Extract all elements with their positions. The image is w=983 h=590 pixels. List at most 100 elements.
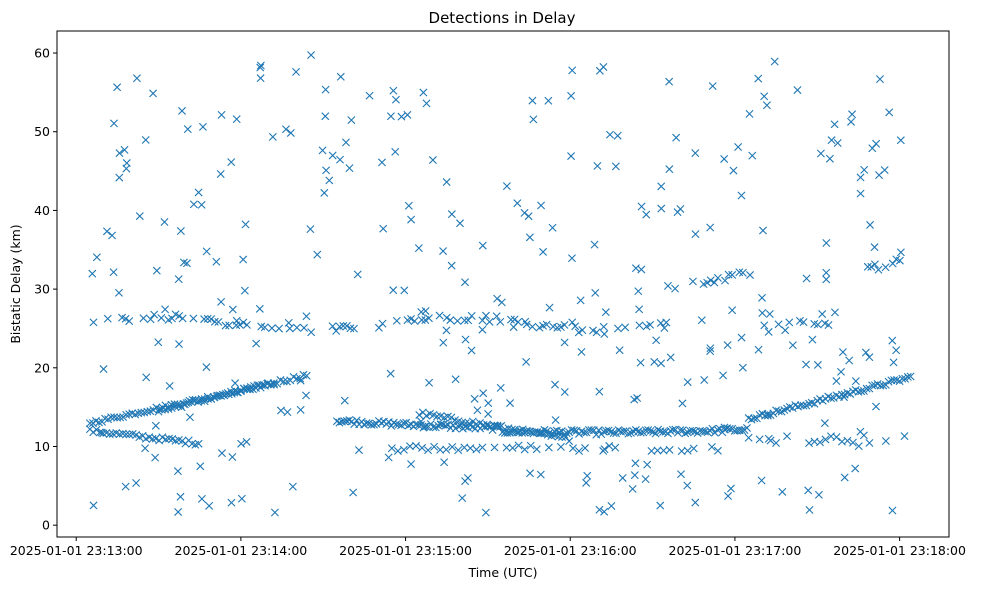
data-point — [217, 297, 226, 306]
data-point — [689, 444, 698, 453]
data-point — [178, 314, 187, 323]
data-point — [276, 406, 285, 415]
data-point — [256, 74, 265, 83]
data-point — [805, 439, 814, 448]
data-point — [157, 313, 166, 322]
data-point — [347, 116, 356, 125]
data-point — [275, 324, 284, 333]
data-point — [437, 420, 446, 429]
x-tick-label: 2025-01-01 23:15:00 — [339, 543, 472, 558]
data-point — [221, 321, 230, 330]
data-point — [600, 445, 609, 454]
data-point — [336, 72, 345, 81]
data-point — [615, 346, 624, 355]
data-point — [677, 447, 686, 456]
data-point — [478, 443, 487, 452]
data-point — [643, 460, 652, 469]
data-point — [184, 398, 193, 407]
data-point — [197, 396, 206, 405]
x-tick-label: 2025-01-01 23:16:00 — [504, 543, 637, 558]
data-point — [260, 323, 269, 332]
data-point — [673, 208, 682, 217]
data-point — [575, 447, 584, 456]
data-point — [860, 165, 869, 174]
data-point — [141, 444, 150, 453]
data-point — [713, 273, 722, 282]
data-point — [724, 492, 733, 501]
data-point — [814, 490, 823, 499]
data-point — [544, 443, 553, 452]
data-point — [683, 378, 692, 387]
data-point — [430, 442, 439, 451]
data-point — [666, 426, 675, 435]
data-point — [239, 318, 248, 327]
data-point — [628, 484, 637, 493]
data-point — [288, 482, 297, 491]
data-point — [122, 410, 131, 419]
data-point — [802, 274, 811, 283]
data-point — [816, 149, 825, 158]
data-point — [102, 227, 111, 236]
data-point — [267, 324, 276, 333]
data-point — [574, 328, 583, 337]
data-point — [595, 66, 604, 75]
data-point — [824, 320, 833, 329]
data-point — [424, 446, 433, 455]
data-point — [657, 359, 666, 368]
data-point — [770, 57, 779, 66]
data-point — [630, 471, 639, 480]
data-point — [105, 430, 114, 439]
data-point — [400, 286, 409, 295]
data-point — [171, 402, 180, 411]
data-point — [440, 458, 449, 467]
data-point — [698, 427, 707, 436]
data-point — [466, 444, 475, 453]
data-point — [570, 426, 579, 435]
data-point — [439, 247, 448, 256]
data-point — [676, 426, 685, 435]
data-point — [292, 374, 301, 383]
data-point — [389, 286, 398, 295]
data-point — [453, 316, 462, 325]
data-point — [415, 410, 424, 419]
data-point — [428, 156, 437, 165]
data-point — [657, 204, 666, 213]
data-point — [447, 210, 456, 219]
data-point — [737, 191, 746, 200]
data-point — [633, 394, 642, 403]
data-point — [683, 428, 692, 437]
data-point — [697, 316, 706, 325]
data-point — [820, 419, 829, 428]
data-point — [870, 260, 879, 269]
data-point — [757, 476, 766, 485]
data-point — [665, 165, 674, 174]
data-point — [832, 433, 841, 442]
data-point — [339, 321, 348, 330]
data-point — [799, 318, 808, 327]
data-point — [825, 154, 834, 163]
data-point — [212, 257, 221, 266]
data-point — [454, 446, 463, 455]
data-point — [738, 426, 747, 435]
data-point — [763, 409, 772, 418]
data-point — [688, 277, 697, 286]
data-point — [710, 278, 719, 287]
data-point — [579, 428, 588, 437]
data-point — [713, 425, 722, 434]
data-point — [461, 477, 470, 486]
y-tick-label: 20 — [34, 360, 50, 375]
data-point — [456, 219, 464, 228]
x-axis: 2025-01-01 23:13:00 2025-01-01 23:14:00 20… — [10, 537, 966, 558]
data-point — [898, 374, 907, 383]
data-point — [866, 220, 875, 229]
data-point — [481, 311, 490, 320]
data-point — [903, 372, 912, 381]
data-point — [479, 389, 488, 398]
data-point — [461, 335, 470, 344]
data-point — [228, 305, 237, 314]
data-point — [764, 327, 773, 336]
data-point — [189, 200, 198, 209]
data-point — [418, 443, 427, 452]
data-point — [302, 312, 311, 321]
data-point — [270, 508, 279, 517]
